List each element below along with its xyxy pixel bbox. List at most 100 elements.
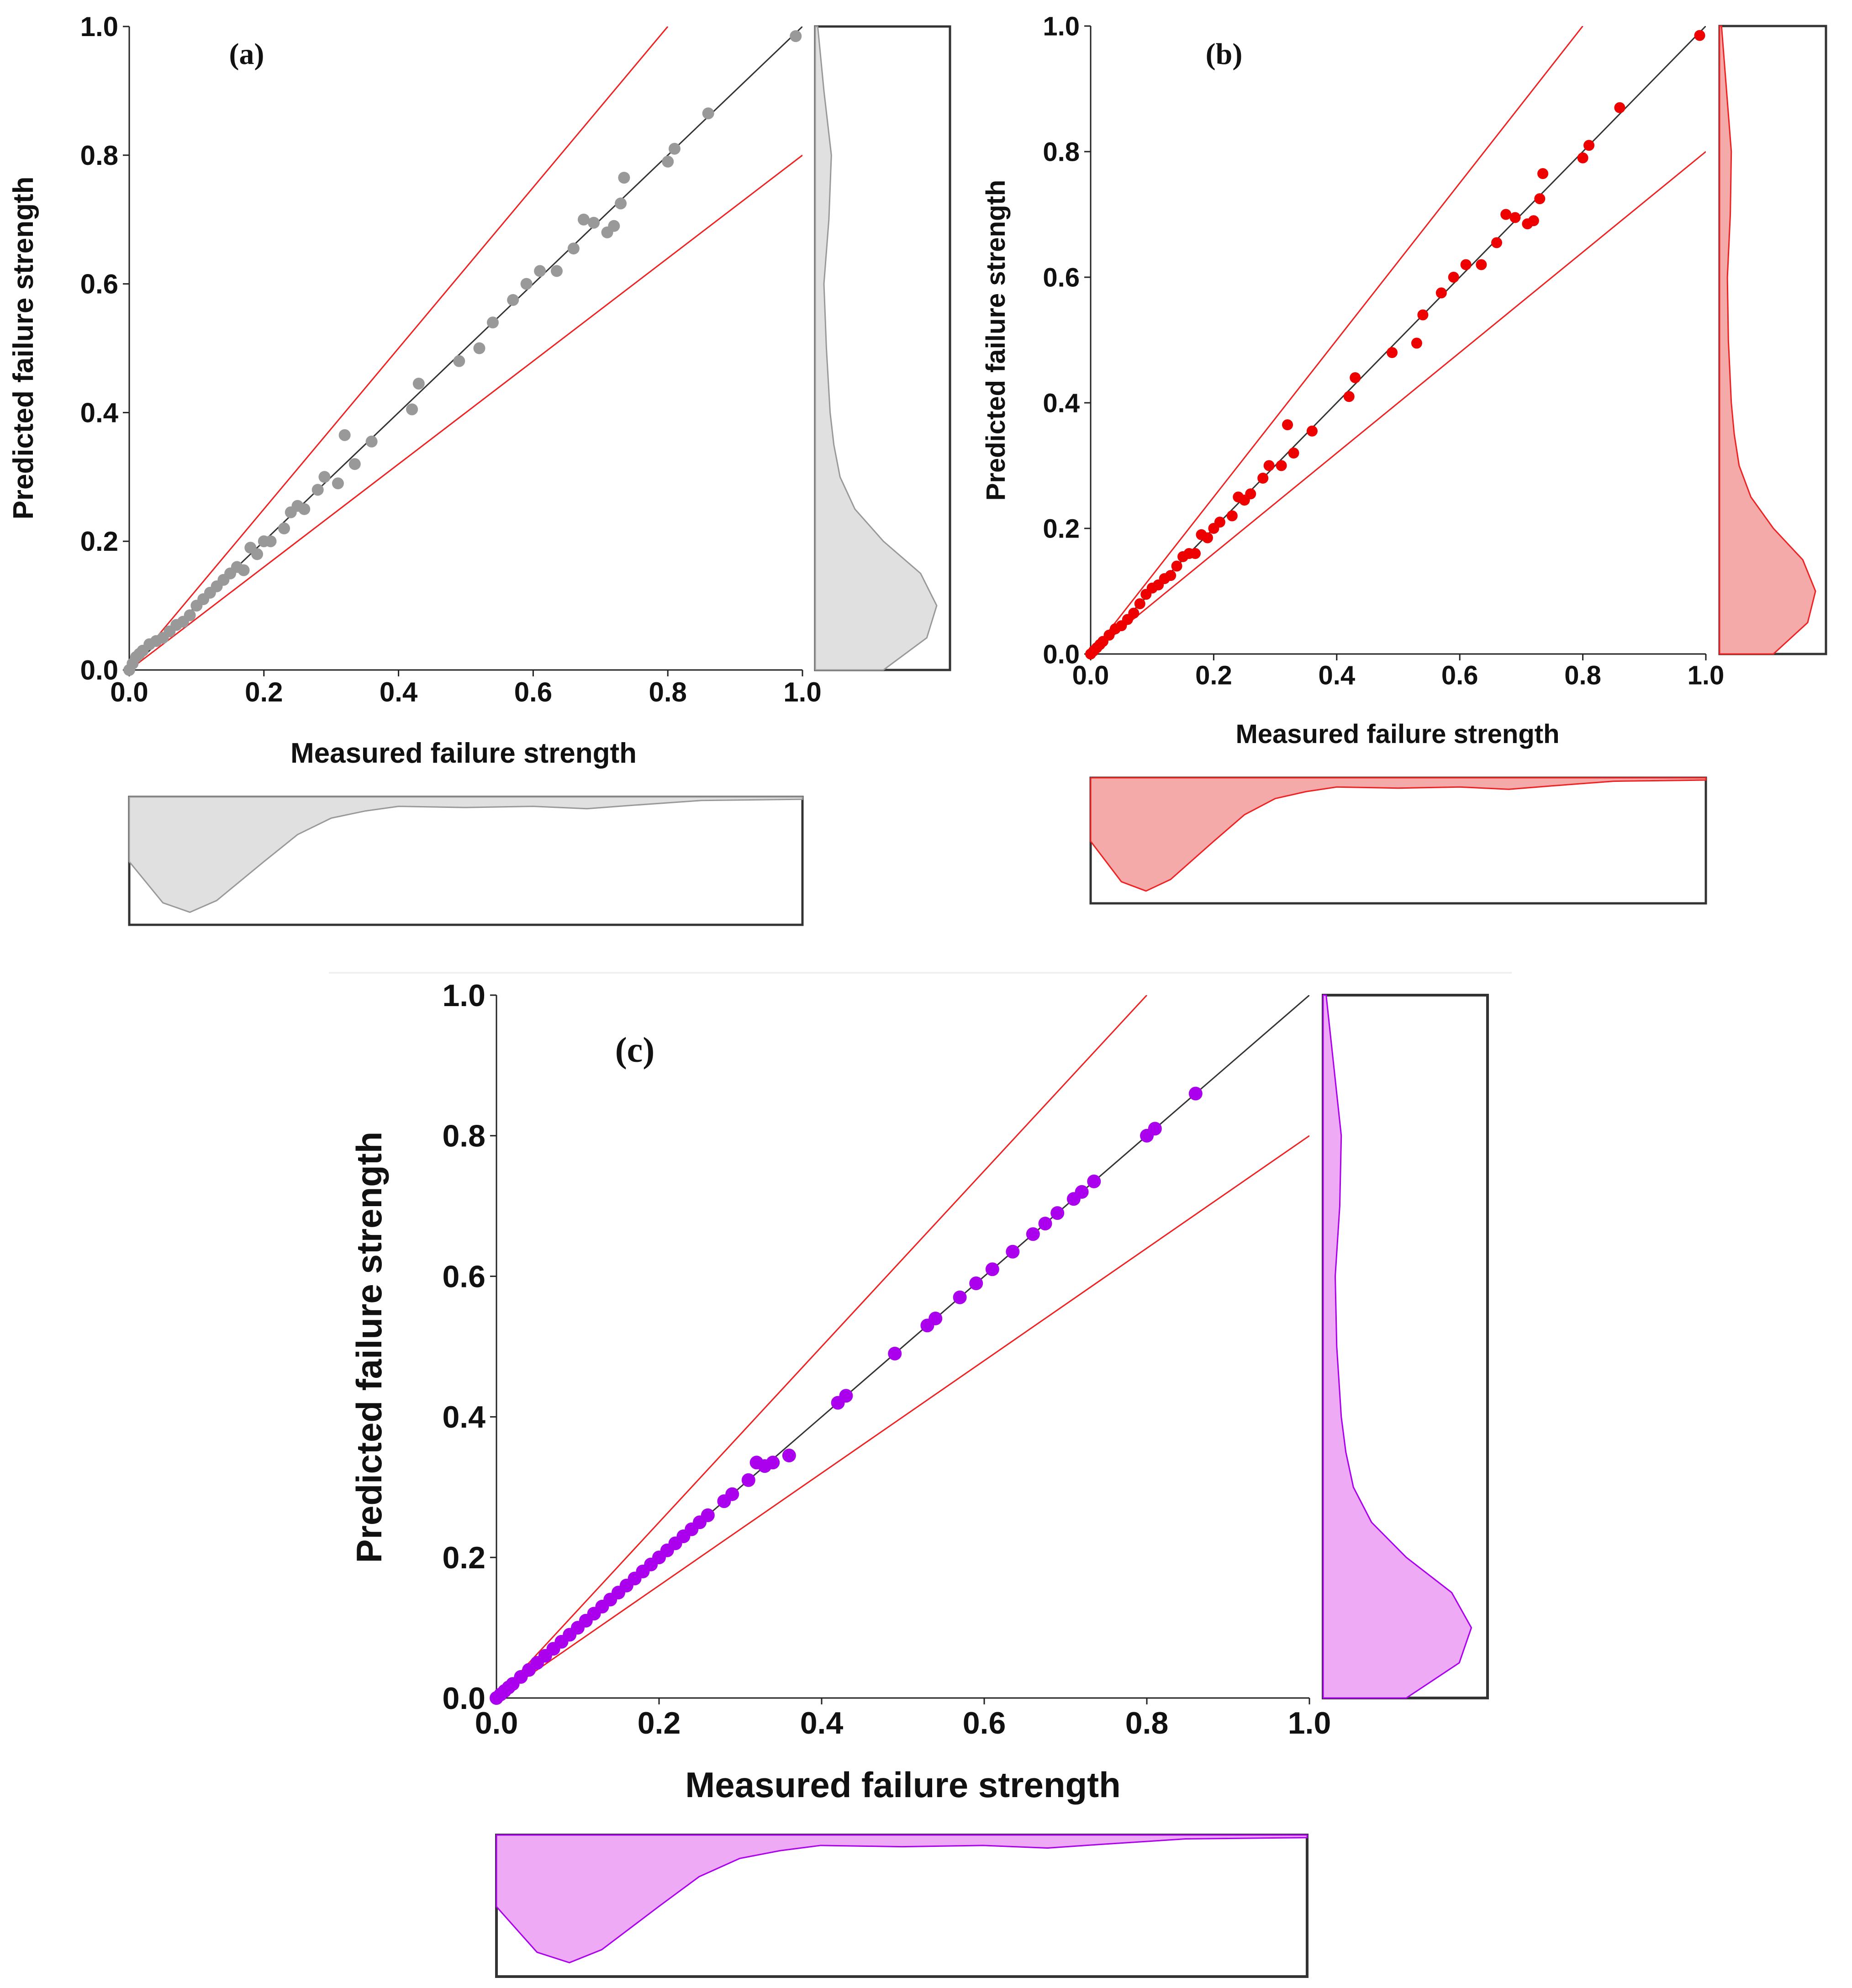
x-tick-label: 0.6 <box>1441 661 1478 691</box>
data-point <box>782 1449 796 1463</box>
y-tick-label: 0.0 <box>1043 639 1080 669</box>
data-point <box>618 172 630 184</box>
panel-c: 0.0 0.2 0.4 0.6 0.8 1.0 0.0 0.2 0.4 0.6 0.8 1.0 (c) M… <box>349 978 1489 1978</box>
y-tick-label: 0.0 <box>442 1681 485 1716</box>
marginal-y-density <box>814 26 938 671</box>
data-point <box>318 471 331 483</box>
data-point <box>453 355 465 367</box>
data-point <box>1075 1185 1089 1199</box>
data-point <box>662 155 674 168</box>
data-point <box>1128 607 1140 619</box>
data-point <box>311 484 324 496</box>
data-point <box>1006 1244 1020 1259</box>
data-point <box>1087 1174 1101 1188</box>
data-point <box>412 377 425 390</box>
data-point <box>406 403 418 416</box>
data-point <box>588 216 600 229</box>
data-point <box>534 265 546 277</box>
data-point <box>953 1290 967 1304</box>
y-tick-label: 0.4 <box>1043 388 1080 418</box>
y-tick-label: 0.4 <box>442 1400 485 1434</box>
y-axis-label: Predicted failure strength <box>981 180 1011 501</box>
x-tick-label: 0.8 <box>1125 1706 1169 1740</box>
y-axis-label: Predicted failure strength <box>8 176 39 519</box>
x-tick-label: 0.4 <box>800 1706 844 1740</box>
data-point <box>338 429 351 441</box>
data-point <box>969 1276 983 1290</box>
data-point <box>839 1389 853 1403</box>
panel-b: 0.0 0.2 0.4 0.6 0.8 1.0 0.0 0.2 0.4 0.6 0.8 1.0 (b) M… <box>981 11 1827 905</box>
panel-label: (a) <box>229 37 264 71</box>
data-point <box>278 522 290 535</box>
data-point <box>577 213 590 226</box>
data-point <box>1537 168 1549 179</box>
data-point <box>1306 425 1318 437</box>
data-point <box>1276 460 1287 471</box>
y-tick-label: 0.2 <box>80 526 118 557</box>
y-tick-label: 0.8 <box>1043 137 1080 167</box>
data-point <box>1460 259 1472 270</box>
y-tick-label: 0.6 <box>80 269 118 300</box>
x-axis-label: Measured failure strength <box>1235 719 1559 749</box>
data-point <box>1050 1206 1065 1220</box>
x-tick-label: 0.6 <box>963 1706 1006 1740</box>
data-point <box>1577 152 1588 163</box>
error-bound-line <box>129 154 802 670</box>
data-point <box>1417 309 1429 321</box>
data-point <box>888 1346 902 1360</box>
marginal-x-density <box>496 1834 1308 1963</box>
y-tick-label: 1.0 <box>80 11 118 42</box>
y-tick-label: 0.0 <box>80 655 118 686</box>
data-point <box>668 142 681 155</box>
data-point <box>1189 548 1201 559</box>
x-tick-label: 0.4 <box>380 677 418 707</box>
data-point <box>1528 215 1539 227</box>
panel-label: (b) <box>1206 37 1243 71</box>
data-point <box>1263 460 1275 471</box>
y-tick-label: 0.8 <box>442 1119 485 1154</box>
y-tick-label: 0.2 <box>1043 514 1080 543</box>
data-point <box>1226 510 1238 522</box>
error-bound-line <box>1091 26 1583 654</box>
data-point <box>1614 102 1625 113</box>
data-point <box>1583 140 1595 151</box>
data-point <box>701 1508 715 1522</box>
data-point <box>507 294 519 306</box>
error-bound-line <box>129 26 669 670</box>
data-point <box>567 243 580 255</box>
data-point <box>365 435 378 448</box>
data-point <box>1171 560 1182 572</box>
y-tick-label: 0.2 <box>442 1540 485 1575</box>
y-axis-label: Predicted failure strength <box>349 1132 389 1563</box>
panel-a: 0.0 0.2 0.4 0.6 0.8 1.0 0.0 0.2 0.4 0.6 0.8 1.0 (a) M… <box>8 11 951 926</box>
data-point <box>1038 1217 1052 1231</box>
data-point <box>251 548 264 560</box>
data-point <box>1476 259 1487 270</box>
data-point <box>1343 391 1355 402</box>
data-point <box>929 1311 943 1325</box>
data-point <box>348 458 361 470</box>
x-tick-label: 0.4 <box>1318 661 1355 691</box>
data-point <box>1148 1122 1162 1136</box>
data-point <box>1245 488 1256 500</box>
data-point <box>1387 347 1398 358</box>
x-tick-label: 0.0 <box>1072 661 1109 691</box>
x-axis-label: Measured failure strength <box>685 1765 1121 1805</box>
data-point <box>264 535 277 548</box>
data-point <box>985 1262 999 1276</box>
data-point <box>486 316 499 329</box>
data-point <box>1288 448 1299 459</box>
data-point <box>1694 30 1705 41</box>
data-point <box>1500 209 1512 220</box>
x-tick-label: 0.2 <box>638 1706 681 1740</box>
x-tick-label: 1.0 <box>1688 661 1725 691</box>
marginal-y-density <box>1322 994 1472 1699</box>
x-tick-label: 0.0 <box>475 1706 518 1740</box>
data-point <box>1202 532 1213 543</box>
data-point <box>615 197 627 210</box>
y-tick-label: 1.0 <box>1043 11 1080 41</box>
x-tick-label: 0.2 <box>1195 661 1232 691</box>
data-point <box>1165 570 1177 581</box>
data-point <box>1282 419 1293 431</box>
data-point <box>1350 372 1361 383</box>
